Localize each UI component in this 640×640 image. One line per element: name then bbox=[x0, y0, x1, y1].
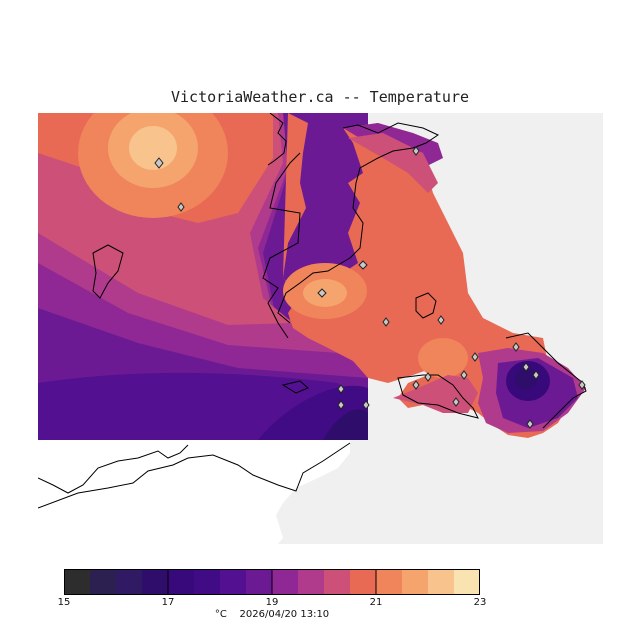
legend-swatch bbox=[454, 569, 480, 595]
legend-swatch bbox=[142, 569, 169, 595]
coastline-james-island bbox=[92, 244, 124, 299]
diamond-icon bbox=[382, 317, 390, 327]
coastline-juan-de-fuca-north bbox=[38, 442, 351, 509]
unit-label: °C bbox=[214, 609, 227, 620]
diamond-icon bbox=[424, 372, 432, 382]
legend-swatch bbox=[298, 569, 325, 595]
legend-swatch bbox=[246, 569, 273, 595]
diamond-icon bbox=[437, 315, 445, 325]
coastline-sidney-island bbox=[415, 292, 437, 319]
diamond-icon bbox=[337, 384, 345, 394]
diamond-icon bbox=[526, 419, 534, 429]
diamond-icon bbox=[358, 260, 368, 270]
diamond-icon bbox=[317, 288, 327, 298]
legend-swatch bbox=[90, 569, 117, 595]
coastlines bbox=[38, 113, 587, 509]
unmapped-region bbox=[38, 440, 350, 544]
diamond-icon bbox=[512, 342, 520, 352]
station-markers bbox=[154, 146, 586, 429]
legend-tick-label: 17 bbox=[161, 597, 175, 608]
legend-tick-label: 23 bbox=[473, 597, 487, 608]
peninsula-north-rose bbox=[348, 133, 438, 193]
coldest-strait bbox=[323, 409, 368, 440]
diamond-icon bbox=[522, 362, 530, 372]
legend-swatch bbox=[428, 569, 455, 595]
coastline-victoria bbox=[397, 374, 479, 419]
legend-tick-label: 21 bbox=[369, 597, 383, 608]
footer: °C 2026/04/20 13:10 bbox=[0, 609, 544, 620]
cold-pocket-east-core bbox=[515, 368, 537, 390]
legend-swatch bbox=[350, 569, 377, 595]
diamond-icon bbox=[578, 380, 586, 390]
diamond-icon bbox=[154, 157, 164, 169]
legend-border bbox=[64, 569, 480, 595]
warm-zone-north-core bbox=[129, 126, 177, 170]
legend-swatch bbox=[194, 569, 221, 595]
legend-swatches bbox=[64, 569, 480, 595]
legend-swatch bbox=[64, 569, 91, 595]
diamond-icon bbox=[412, 380, 420, 390]
legend-swatch bbox=[220, 569, 247, 595]
legend-tick-label: 15 bbox=[57, 597, 71, 608]
warm-zone-east bbox=[418, 338, 468, 378]
coastline-us-shore bbox=[38, 444, 189, 494]
diamond-icon bbox=[452, 397, 460, 407]
diamond-icon bbox=[471, 352, 479, 362]
diamond-icon bbox=[532, 370, 540, 380]
coastline-islet-strait bbox=[281, 380, 309, 394]
coastline-saltspring bbox=[267, 113, 287, 166]
temperature-map[interactable] bbox=[38, 113, 603, 544]
legend-swatch bbox=[168, 569, 195, 595]
diamond-icon bbox=[337, 400, 345, 410]
coastline-east-shore bbox=[505, 332, 587, 429]
legend-swatch bbox=[402, 569, 429, 595]
timestamp: 2026/04/20 13:10 bbox=[239, 609, 330, 620]
legend-swatch bbox=[376, 569, 403, 595]
diamond-icon bbox=[362, 400, 370, 410]
diamond-icon bbox=[412, 146, 420, 156]
legend-swatch bbox=[116, 569, 143, 595]
color-legend bbox=[64, 569, 480, 595]
diamond-icon bbox=[177, 202, 185, 212]
legend-swatch bbox=[324, 569, 351, 595]
legend-tick-label: 19 bbox=[265, 597, 279, 608]
chart-title: VictoriaWeather.ca -- Temperature bbox=[170, 88, 469, 106]
coastline-peninsula-west bbox=[262, 152, 301, 339]
diamond-icon bbox=[460, 370, 468, 380]
coastline-peninsula-east bbox=[277, 122, 440, 324]
legend-swatch bbox=[272, 569, 299, 595]
